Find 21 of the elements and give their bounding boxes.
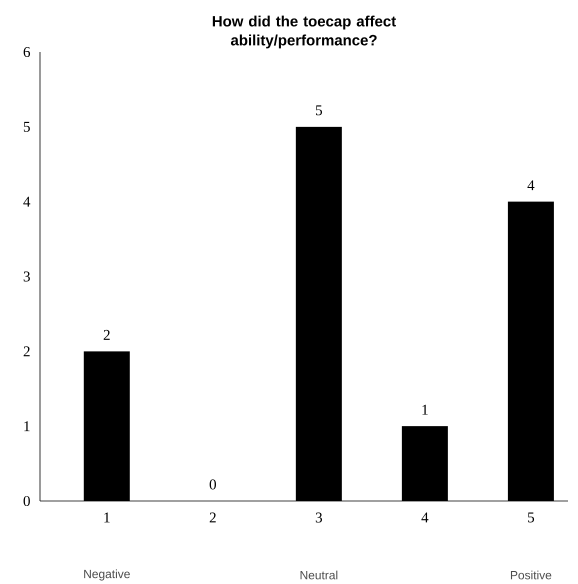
y-tick-label: 0 <box>24 496 30 506</box>
x-tick-label: 4 <box>421 512 428 522</box>
data-label: 4 <box>527 180 534 190</box>
text: Neutral <box>300 570 338 580</box>
data-label: 0 <box>210 479 216 490</box>
x-tick-label: 1 <box>104 512 110 522</box>
y-tick-label: 1 <box>24 421 30 432</box>
text: Positive <box>510 570 552 580</box>
y-tick-label: 3 <box>24 271 30 282</box>
chart-title: How did the toecap affect ability/performance? <box>212 16 396 48</box>
y-tick-label: 4 <box>23 196 30 207</box>
y-tick-label: 6 <box>24 46 30 58</box>
x-tick-label: 5 <box>528 512 534 522</box>
data-label: 2 <box>104 330 110 340</box>
data-label: 1 <box>422 404 428 415</box>
text: Negative <box>84 569 130 581</box>
y-tick-label: 2 <box>24 346 30 356</box>
x-tick-label: 3 <box>316 512 322 523</box>
data-label: 5 <box>316 105 322 116</box>
x-tick-label: 2 <box>210 512 216 522</box>
y-tick-label: 5 <box>24 122 30 132</box>
